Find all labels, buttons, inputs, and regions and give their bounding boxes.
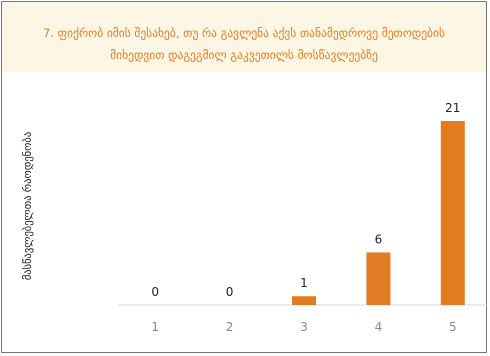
bar-3 [292,296,316,305]
x-tick-label-2: 2 [226,320,234,334]
x-tick-label-5: 5 [449,320,457,334]
title-band: 7. ფიქრობ იმის შესახებ, თუ რა გავლენა აქ… [2,2,486,72]
data-label-4: 6 [375,232,383,246]
x-tick-label-1: 1 [151,320,159,334]
data-label-5: 21 [445,101,460,115]
data-label-3: 1 [300,276,308,290]
data-label-2: 0 [226,285,234,299]
bar-5 [440,121,465,305]
x-tick-label-3: 3 [300,320,308,334]
chart-title: 7. ფიქრობ იმის შესახებ, თუ რა გავლენა აქ… [43,26,445,62]
x-tick-label-4: 4 [375,320,383,334]
data-label-1: 0 [151,285,159,299]
bar-4 [366,252,391,305]
